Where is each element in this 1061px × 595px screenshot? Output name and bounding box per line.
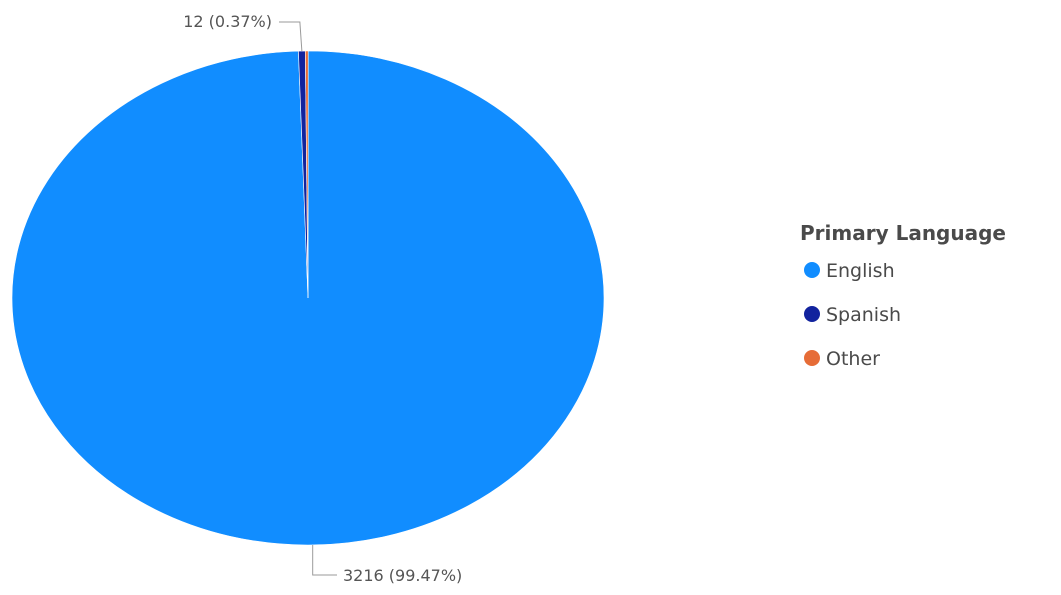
legend-marker-english <box>804 262 820 278</box>
pie-slices <box>11 50 605 546</box>
leader-line-spanish <box>279 21 303 52</box>
legend-label-english: English <box>826 260 895 282</box>
legend-item-other[interactable]: Other <box>804 348 880 370</box>
leader-lines <box>279 21 337 576</box>
data-label-spanish: 12 (0.37%) <box>183 12 272 31</box>
legend-item-english[interactable]: English <box>804 260 895 282</box>
legend-label-other: Other <box>826 348 880 370</box>
leader-line-english <box>312 544 337 576</box>
pie-slice-other[interactable] <box>305 50 309 299</box>
data-labels: 12 (0.37%) 3216 (99.47%) <box>183 12 462 585</box>
legend-label-spanish: Spanish <box>826 304 901 326</box>
legend-title: Primary Language <box>800 221 1006 245</box>
legend: Primary Language English Spanish Other <box>800 221 1006 370</box>
legend-marker-spanish <box>804 306 820 322</box>
data-label-english: 3216 (99.47%) <box>343 566 462 585</box>
legend-item-spanish[interactable]: Spanish <box>804 304 901 326</box>
legend-marker-other <box>804 350 820 366</box>
